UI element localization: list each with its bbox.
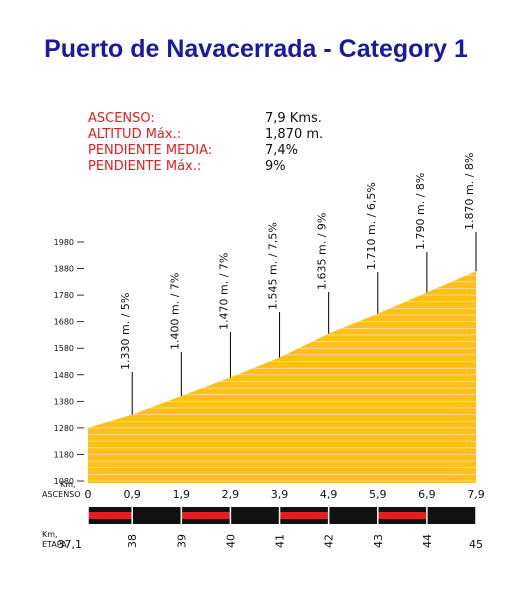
value-label: 1.635 m. / 9%: [316, 213, 329, 290]
stage-km-label: 37,1: [58, 538, 83, 551]
info-label: PENDIENTE MEDIA:: [88, 143, 212, 158]
stage-km-label: 38: [126, 534, 139, 548]
value-label: 1.870 m. / 8%: [463, 153, 476, 230]
stage-km-label: 42: [323, 534, 336, 548]
y-tick-label: 1080: [54, 477, 74, 486]
info-value: 7,9 Kms.: [265, 111, 322, 126]
value-label: 1.790 m. / 8%: [414, 173, 427, 250]
stage-stripe: [88, 512, 133, 519]
x-tick-label: 4,9: [320, 488, 338, 501]
stage-km-label: 39: [175, 534, 188, 548]
x-tick-label: 1,9: [173, 488, 191, 501]
info-value: 7,4%: [265, 143, 298, 158]
stage-axis-label: Km,: [42, 530, 58, 539]
value-label: 1.710 m. / 6,5%: [365, 182, 378, 270]
stage-stripe: [377, 512, 427, 519]
stage-km-label: 44: [421, 534, 434, 548]
y-tick-label: 1480: [54, 371, 74, 380]
x-axis-label: Km,: [60, 480, 76, 489]
stage-stripe: [279, 512, 329, 519]
stage-axis-label: ETAPA: [42, 540, 67, 549]
y-tick-label: 1880: [54, 265, 74, 274]
x-tick-label: 6,9: [418, 488, 436, 501]
y-tick-label: 1280: [54, 424, 74, 433]
y-tick-label: 1980: [54, 238, 74, 247]
chart-title: Puerto de Navacerrada - Category 1: [44, 35, 468, 63]
x-tick-label: 3,9: [271, 488, 289, 501]
value-label: 1.330 m. / 5%: [119, 293, 132, 370]
x-tick-label: 0: [85, 488, 92, 501]
x-tick-label: 0,9: [123, 488, 141, 501]
x-tick-label: 2,9: [222, 488, 240, 501]
value-label: 1.470 m. / 7%: [217, 253, 230, 330]
area: [88, 271, 476, 483]
y-tick-label: 1680: [54, 318, 74, 327]
info-label: ALTITUD Máx.:: [88, 127, 181, 142]
y-tick-label: 1580: [54, 344, 74, 353]
stage-km-label: 45: [469, 538, 483, 551]
y-tick-label: 1180: [54, 450, 74, 459]
y-tick-label: 1780: [54, 291, 74, 300]
value-label: 1.545 m. / 7,5%: [267, 222, 280, 310]
info-label: ASCENSO:: [88, 111, 155, 126]
info-value: 9%: [265, 159, 286, 174]
value-label: 1.400 m. / 7%: [168, 273, 181, 350]
info-value: 1,870 m.: [265, 127, 323, 142]
x-tick-label: 5,9: [369, 488, 387, 501]
x-axis-label: ASCENSO: [42, 490, 81, 499]
x-tick-label: 7,9: [467, 488, 485, 501]
info-label: PENDIENTE Máx.:: [88, 159, 201, 174]
y-tick-label: 1380: [54, 397, 74, 406]
stage-stripe: [181, 512, 231, 519]
stage-km-label: 41: [274, 534, 287, 548]
stage-km-label: 43: [372, 534, 385, 548]
stage-km-label: 40: [224, 534, 237, 548]
